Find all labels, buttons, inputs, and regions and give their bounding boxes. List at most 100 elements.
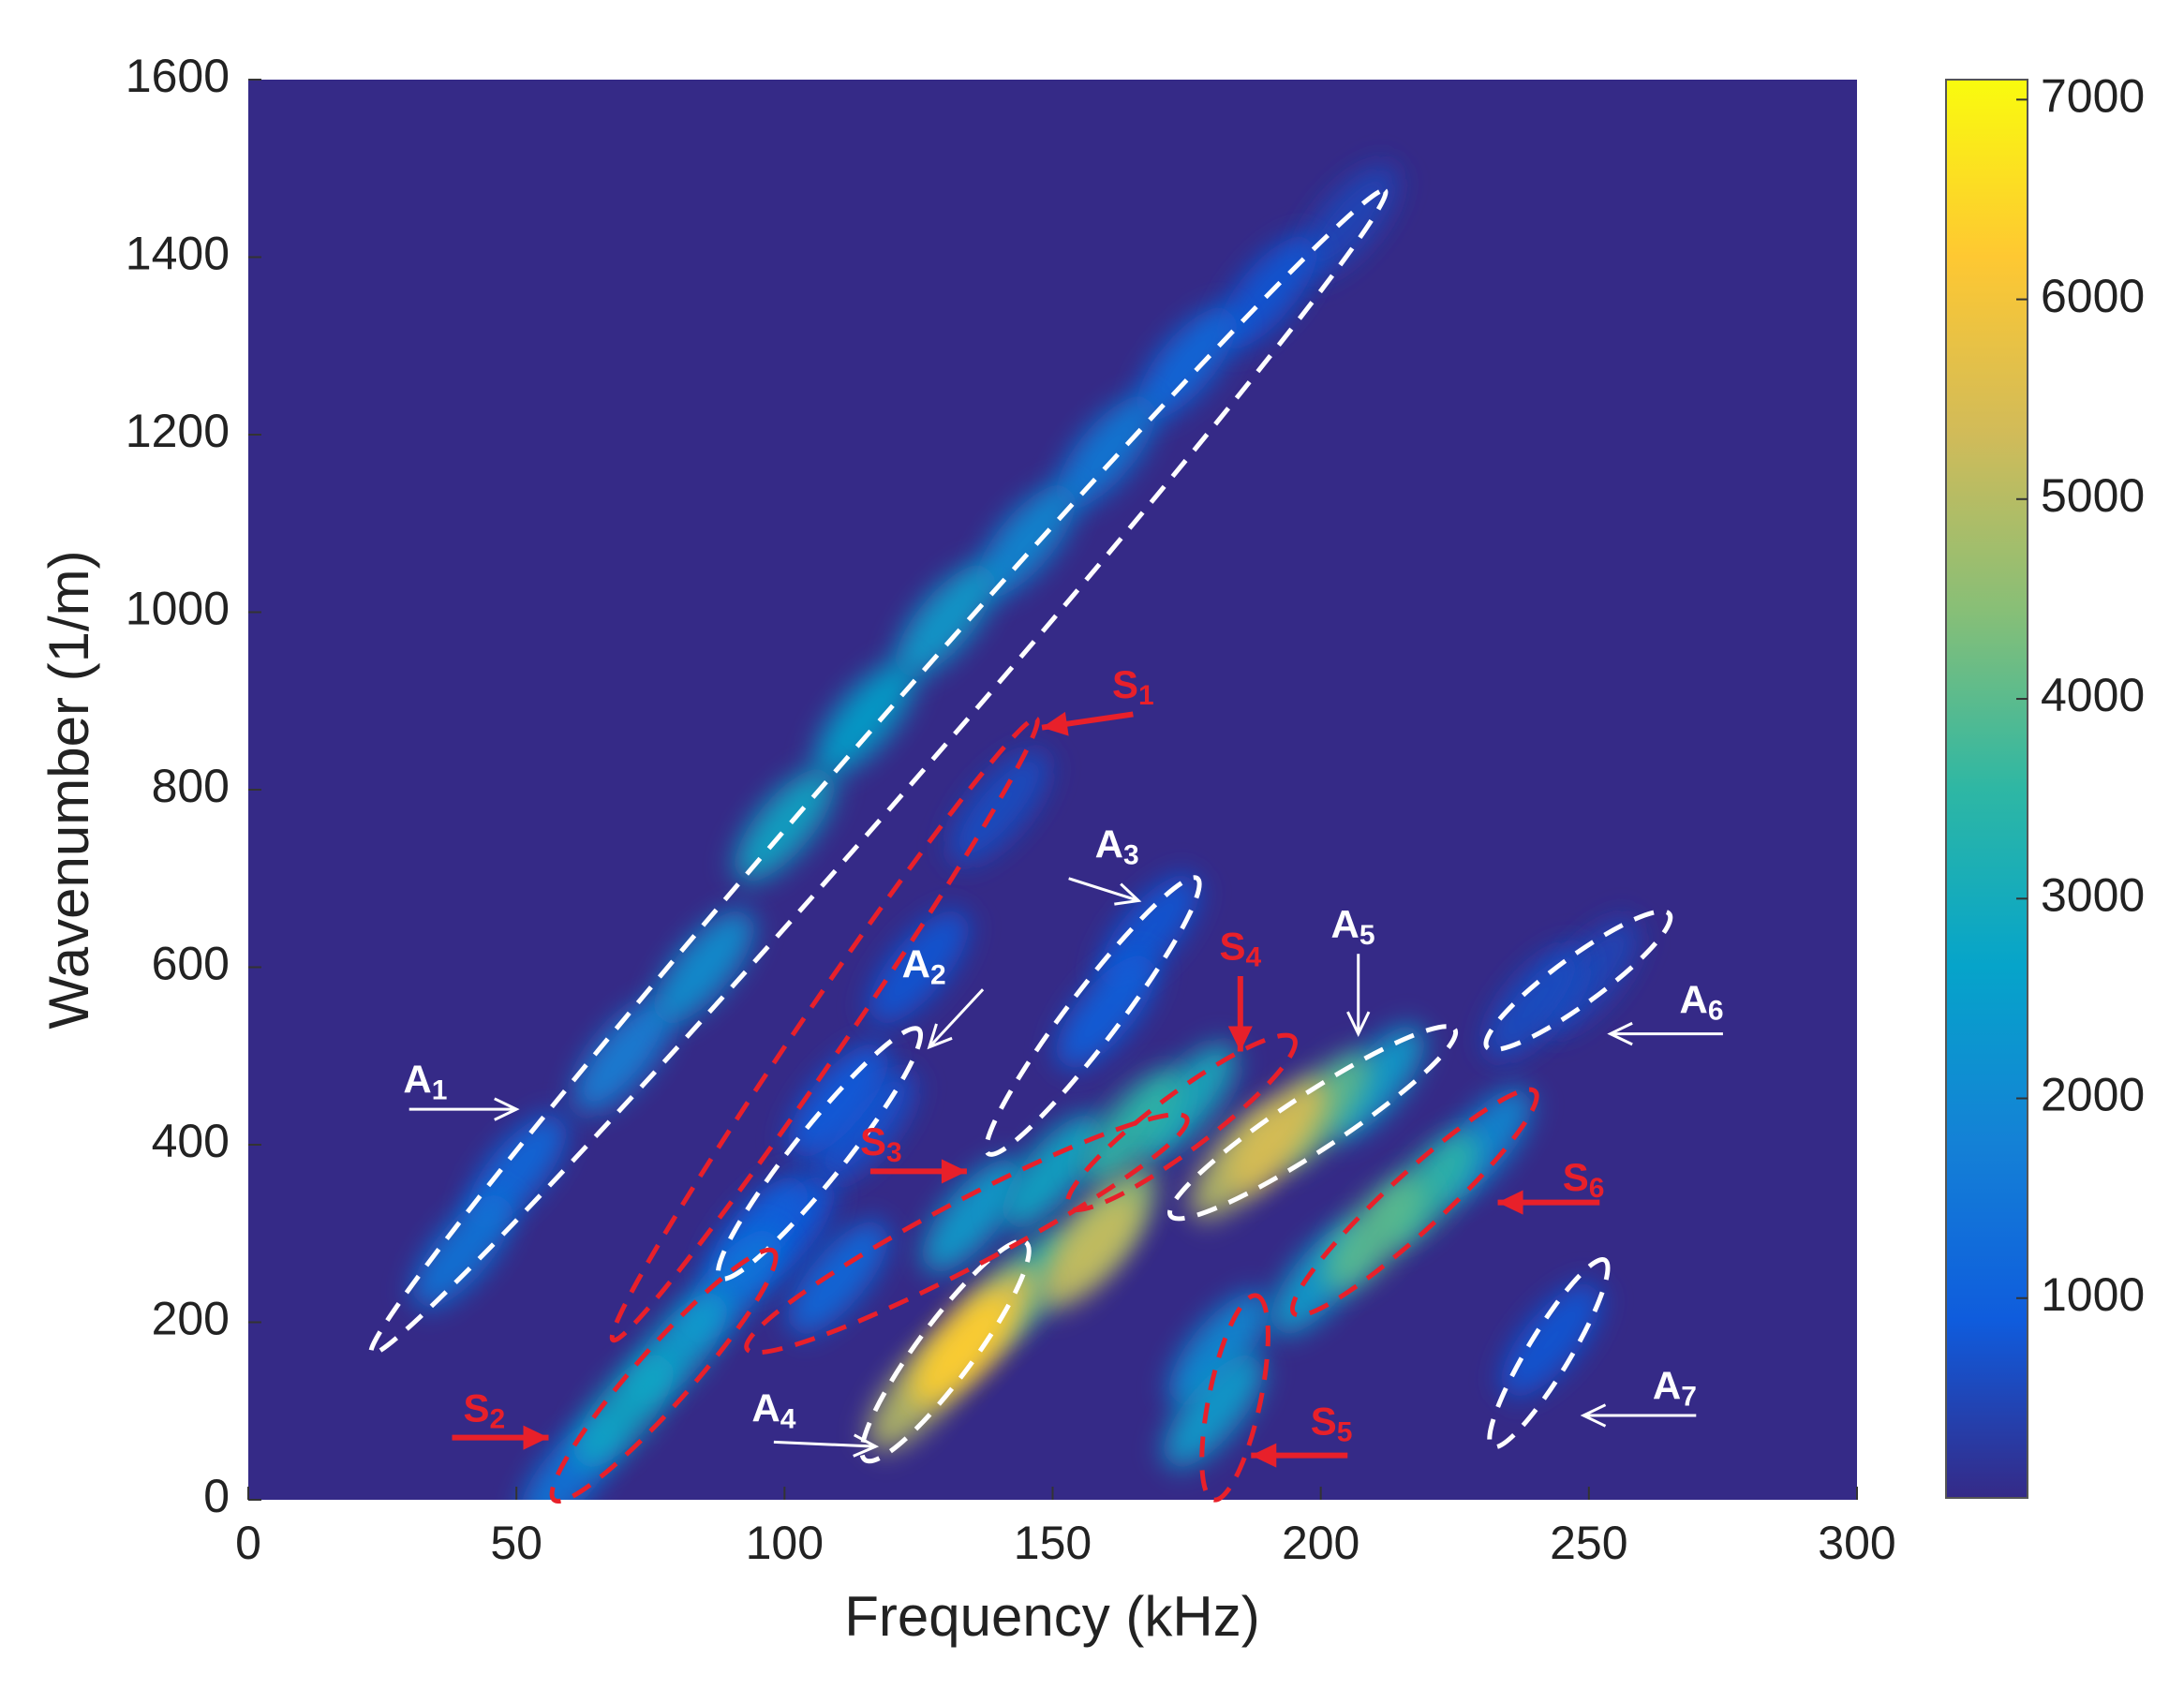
annotation-arrow [928, 988, 985, 1048]
annotation-label: A3 [1095, 822, 1139, 871]
x-tick-label: 50 [490, 1517, 542, 1569]
arrow-head [1607, 1021, 1633, 1046]
arrow-head [853, 1433, 880, 1458]
intensity-spot [573, 1354, 675, 1468]
mode-outline [1167, 1024, 1459, 1222]
intensity-spot [975, 484, 1077, 599]
annotation-subscript: 5 [1337, 1416, 1353, 1447]
annotation-letter: A [1095, 822, 1123, 867]
colorbar-tick-label: 6000 [2041, 270, 2145, 322]
annotation-letter: A [902, 942, 930, 986]
mode-outline [744, 1112, 1190, 1356]
annotation-letter: A [1680, 977, 1708, 1021]
intensity-spot [922, 1159, 1023, 1273]
intensity-spot [1056, 395, 1157, 510]
intensity-spot [1003, 1114, 1103, 1229]
mode-outline [859, 1238, 1032, 1464]
arrow-head [1114, 882, 1142, 906]
y-tick-label: 1400 [126, 228, 230, 280]
intensity-spot [911, 1292, 1012, 1406]
annotation-subscript: 7 [1681, 1381, 1697, 1412]
annotation-subscript: 6 [1708, 995, 1724, 1026]
intensity-spot [412, 1194, 513, 1309]
arrow-head [1251, 1443, 1277, 1468]
arrow-head [1497, 1190, 1523, 1215]
intensity-spot [734, 768, 835, 882]
y-tick-label: 400 [152, 1115, 230, 1167]
annotation-subscript: 2 [930, 959, 946, 990]
annotation-label: S1 [1112, 662, 1154, 711]
annotation-letter: S [1311, 1400, 1337, 1444]
intensity-spot [1227, 1078, 1329, 1193]
annotation-letter: S [860, 1119, 886, 1163]
intensity-spot [1168, 1292, 1270, 1406]
annotation-label: A6 [1680, 977, 1724, 1026]
mode-outline [715, 1026, 924, 1282]
colorbar [1945, 79, 2028, 1499]
intensity-spot [895, 564, 996, 678]
annotation-label: S6 [1563, 1155, 1605, 1204]
mode-outline [549, 1247, 779, 1504]
intensity-spot [1485, 945, 1586, 1060]
annotation-letter: S [463, 1385, 489, 1430]
x-tick-label: 0 [235, 1517, 261, 1569]
annotation-label: S3 [860, 1119, 902, 1168]
annotation-letter: A [751, 1385, 780, 1430]
mode-outline [1487, 1256, 1611, 1450]
intensity-spot [948, 750, 1049, 865]
mode-outline [1289, 1087, 1539, 1318]
intensity-spot [814, 661, 915, 776]
annotation-label: A5 [1330, 902, 1374, 951]
mode-outline [1483, 909, 1673, 1053]
annotation-letter: A [1330, 902, 1359, 946]
colorbar-tick-label: 2000 [2041, 1069, 2145, 1121]
x-tick-label: 100 [746, 1517, 824, 1569]
arrow-head [1580, 1403, 1607, 1428]
x-axis-label: Frequency (kHz) [844, 1585, 1259, 1648]
arrow-head [927, 1023, 953, 1050]
annotation-arrow [1068, 877, 1139, 902]
colorbar-tick-label: 1000 [2041, 1268, 2145, 1321]
mode-outline [1064, 1032, 1298, 1212]
y-tick-label: 1600 [126, 50, 230, 102]
intensity-spot [788, 1221, 888, 1335]
colorbar-tick-label: 3000 [2041, 868, 2145, 921]
intensity-spot [573, 999, 675, 1113]
arrow-head [523, 1425, 549, 1450]
y-tick-label: 200 [152, 1293, 230, 1345]
annotation-subscript: 1 [432, 1075, 448, 1106]
x-tick-label: 200 [1282, 1517, 1359, 1569]
arrow-head [1042, 711, 1069, 736]
annotation-subscript: 4 [780, 1403, 796, 1434]
y-tick-label: 1200 [126, 405, 230, 457]
intensity-spot [869, 910, 969, 1025]
y-tick-label: 1000 [126, 583, 230, 635]
intensity-spot [1324, 1177, 1425, 1291]
annotation-subscript: 2 [489, 1403, 505, 1434]
x-tick-label: 300 [1818, 1517, 1895, 1569]
arrow-head [941, 1159, 967, 1184]
arrow-head [1227, 1026, 1253, 1052]
annotation-subscript: 3 [886, 1137, 902, 1168]
intensity-spot [1137, 306, 1237, 421]
y-tick-label: 0 [203, 1470, 230, 1522]
annotation-label: A2 [902, 942, 946, 991]
plot-area [248, 80, 1857, 1500]
annotation-subscript: 3 [1123, 840, 1139, 871]
annotation-subscript: 4 [1245, 941, 1261, 972]
annotation-letter: S [1112, 662, 1138, 706]
annotation-arrow [773, 1440, 876, 1448]
intensity-spot [788, 1044, 888, 1158]
annotation-letter: S [1563, 1155, 1589, 1199]
intensity-spot [654, 910, 754, 1025]
mode-outline [368, 187, 1389, 1356]
colorbar-tick-label: 4000 [2041, 669, 2145, 721]
intensity-spot [1099, 874, 1199, 989]
annotation-subscript: 1 [1138, 680, 1154, 711]
intensity-spot [1501, 1282, 1602, 1398]
y-tick-label: 600 [152, 938, 230, 990]
y-axis-label: Wavenumber (1/m) [37, 550, 100, 1029]
mode-outline [609, 716, 1040, 1343]
annotation-letter: A [403, 1058, 431, 1102]
